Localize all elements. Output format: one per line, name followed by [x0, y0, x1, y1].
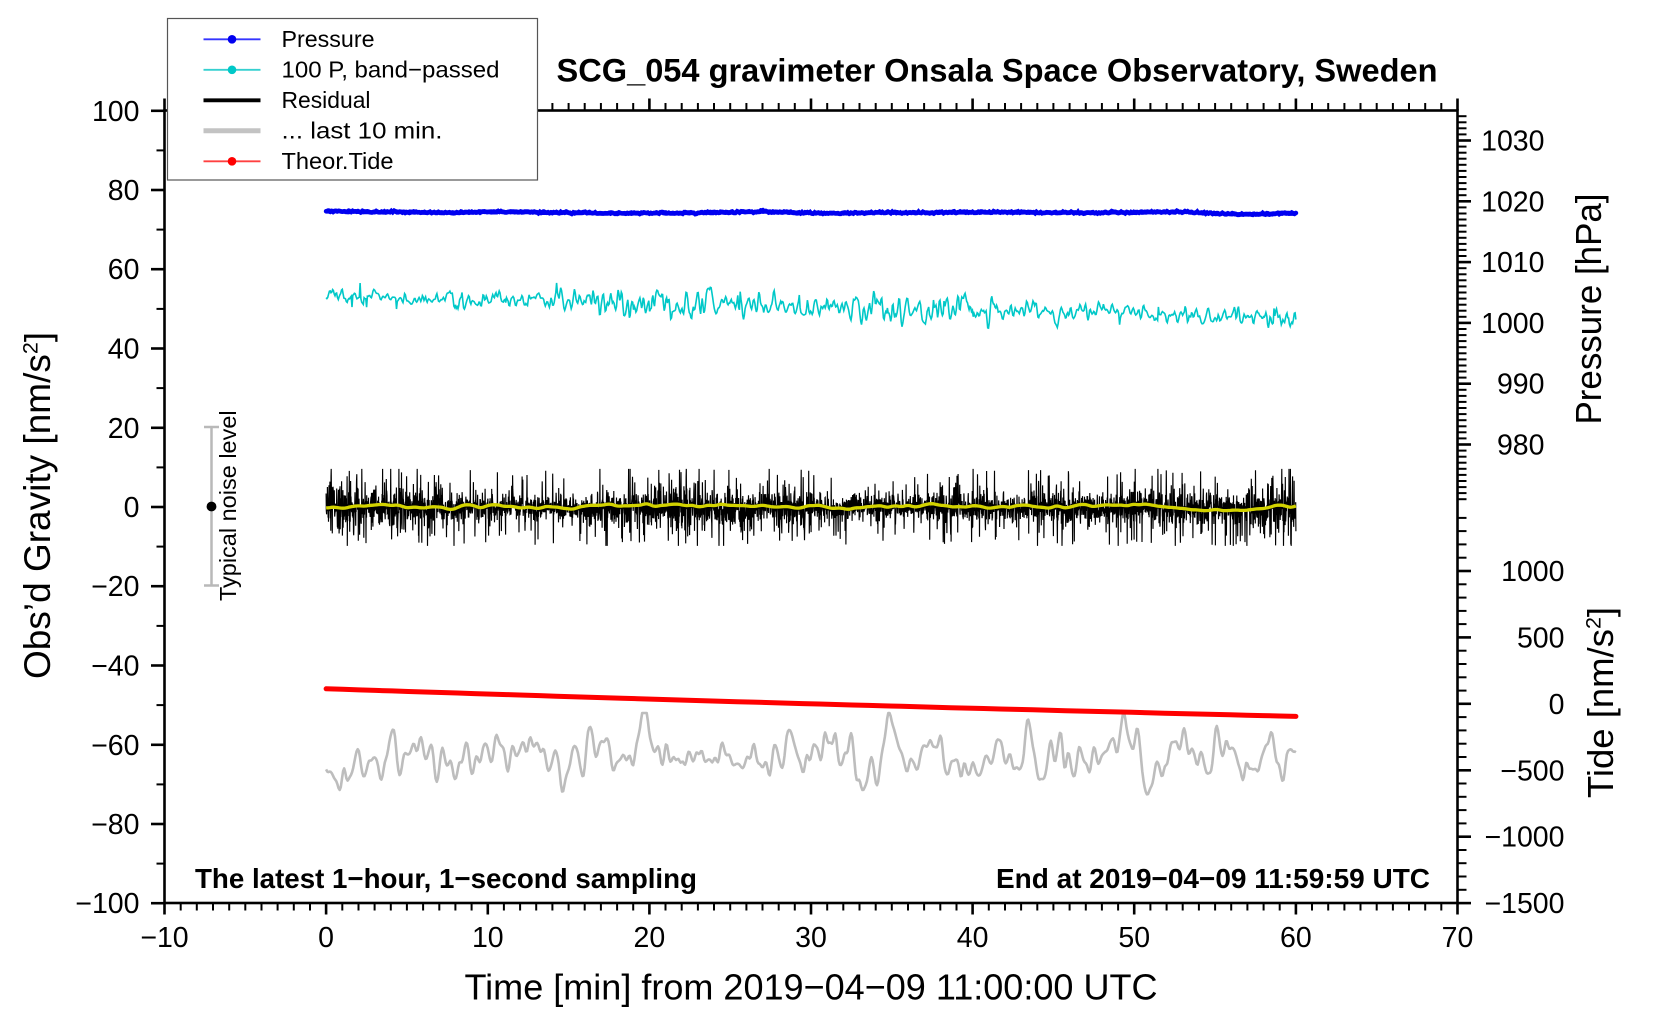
svg-text:−1000: −1000: [1484, 822, 1564, 854]
svg-text:−80: −80: [91, 809, 139, 841]
svg-text:−100: −100: [75, 888, 139, 920]
svg-text:60: 60: [108, 254, 140, 286]
svg-text:Pressure [hPa]: Pressure [hPa]: [1568, 194, 1609, 425]
svg-text:10: 10: [472, 922, 504, 954]
svg-text:Tide [nm/s2]: Tide [nm/s2]: [1580, 607, 1621, 798]
svg-text:End at 2019−04−09 11:59:59 UTC: End at 2019−04−09 11:59:59 UTC: [996, 863, 1430, 894]
svg-text:SCG_054 gravimeter Onsala Spac: SCG_054 gravimeter Onsala Space Observat…: [557, 52, 1438, 89]
svg-text:−1500: −1500: [1484, 888, 1564, 920]
svg-text:1010: 1010: [1481, 247, 1544, 279]
svg-text:1020: 1020: [1481, 186, 1544, 218]
svg-text:Typical noise level: Typical noise level: [215, 410, 241, 601]
svg-text:60: 60: [1280, 922, 1312, 954]
svg-text:1030: 1030: [1481, 126, 1544, 158]
svg-text:0: 0: [1549, 689, 1565, 721]
svg-text:... last 10 min.: ... last 10 min.: [282, 118, 443, 144]
svg-text:990: 990: [1497, 369, 1545, 401]
svg-text:Obs’d Gravity [nm/s2]: Obs’d Gravity [nm/s2]: [17, 332, 58, 679]
svg-text:−10: −10: [140, 922, 188, 954]
svg-text:−40: −40: [91, 651, 139, 683]
svg-text:40: 40: [108, 334, 140, 366]
svg-text:−60: −60: [91, 730, 139, 762]
svg-text:Time [min] from 2019−04−09 11:: Time [min] from 2019−04−09 11:00:00 UTC: [465, 967, 1158, 1008]
svg-text:100 P, band−passed: 100 P, band−passed: [282, 57, 500, 83]
svg-text:The latest 1−hour, 1−second sa: The latest 1−hour, 1−second sampling: [195, 863, 697, 894]
svg-text:20: 20: [634, 922, 666, 954]
svg-text:Theor.Tide: Theor.Tide: [282, 148, 394, 174]
svg-text:980: 980: [1497, 430, 1545, 462]
svg-text:Residual: Residual: [282, 87, 371, 113]
svg-text:30: 30: [795, 922, 827, 954]
svg-text:50: 50: [1118, 922, 1150, 954]
svg-text:500: 500: [1517, 622, 1565, 654]
svg-text:Pressure: Pressure: [282, 26, 375, 52]
svg-text:70: 70: [1442, 922, 1474, 954]
svg-text:40: 40: [957, 922, 989, 954]
svg-text:0: 0: [124, 492, 140, 524]
svg-text:80: 80: [108, 175, 140, 207]
svg-text:20: 20: [108, 413, 140, 445]
svg-text:1000: 1000: [1481, 308, 1544, 340]
svg-text:−500: −500: [1500, 755, 1564, 787]
svg-text:1000: 1000: [1501, 556, 1564, 588]
svg-text:−20: −20: [91, 571, 139, 603]
svg-text:0: 0: [318, 922, 334, 954]
svg-text:100: 100: [92, 96, 140, 128]
